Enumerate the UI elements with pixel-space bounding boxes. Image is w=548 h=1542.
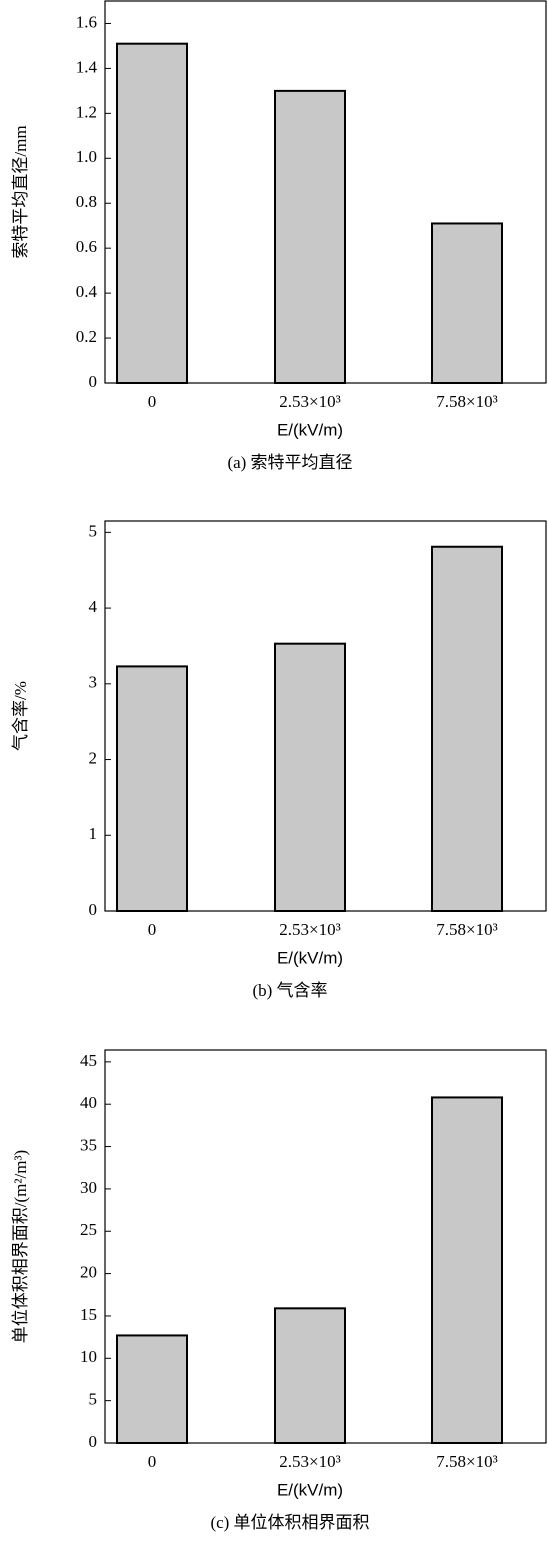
bar xyxy=(431,1096,503,1444)
y-tick-label: 1.4 xyxy=(76,57,98,76)
y-axis-label: 索特平均直径/mm xyxy=(11,125,30,258)
y-tick-label: 1 xyxy=(89,824,98,843)
y-axis-label: 气含率/% xyxy=(11,681,30,751)
y-tick-label: 35 xyxy=(80,1135,97,1154)
y-tick-label: 1.0 xyxy=(76,147,97,166)
y-tick-label: 25 xyxy=(80,1220,97,1239)
x-axis-label: E/(kV/m) xyxy=(277,948,343,967)
x-tick-label: 2.53×10³ xyxy=(279,920,340,939)
y-tick-label: 0.6 xyxy=(76,237,97,256)
caption: (c) 单位体积相界面积 xyxy=(210,1513,369,1532)
x-tick-label: 2.53×10³ xyxy=(279,1452,340,1471)
x-tick-label: 7.58×10³ xyxy=(436,920,497,939)
y-tick-label: 5 xyxy=(89,521,98,540)
y-tick-label: 45 xyxy=(80,1051,97,1070)
y-tick-label: 30 xyxy=(80,1178,97,1197)
bar xyxy=(431,545,503,912)
y-tick-label: 4 xyxy=(89,597,98,616)
y-tick-label: 0 xyxy=(89,372,98,391)
x-tick-label: 0 xyxy=(148,392,157,411)
y-tick-label: 0 xyxy=(89,900,98,919)
y-tick-label: 15 xyxy=(80,1305,97,1324)
bar xyxy=(274,1307,346,1444)
y-tick-label: 0.2 xyxy=(76,327,97,346)
bar xyxy=(274,642,346,912)
bar xyxy=(116,665,188,913)
x-tick-label: 2.53×10³ xyxy=(279,392,340,411)
y-axis-label: 单位体积相界面积/(m²/m³) xyxy=(11,1150,30,1343)
caption: (b) 气含率 xyxy=(252,981,327,1000)
y-tick-label: 2 xyxy=(89,748,98,767)
y-tick-label: 0 xyxy=(89,1432,98,1451)
y-tick-label: 40 xyxy=(80,1093,97,1112)
y-tick-label: 5 xyxy=(89,1390,98,1409)
y-tick-label: 3 xyxy=(89,673,98,692)
x-tick-label: 0 xyxy=(148,1452,157,1471)
x-axis-label: E/(kV/m) xyxy=(277,420,343,439)
y-tick-label: 1.2 xyxy=(76,102,97,121)
x-tick-label: 7.58×10³ xyxy=(436,392,497,411)
y-tick-label: 10 xyxy=(80,1347,97,1366)
y-tick-label: 20 xyxy=(80,1263,97,1282)
bar xyxy=(116,1334,188,1445)
bar xyxy=(274,89,346,384)
x-tick-label: 7.58×10³ xyxy=(436,1452,497,1471)
bar xyxy=(431,222,503,384)
x-tick-label: 0 xyxy=(148,920,157,939)
caption: (a) 索特平均直径 xyxy=(227,453,352,472)
x-axis-label: E/(kV/m) xyxy=(277,1480,343,1499)
y-tick-label: 0.4 xyxy=(76,282,98,301)
y-tick-label: 1.6 xyxy=(76,12,97,31)
bar xyxy=(116,42,188,384)
y-tick-label: 0.8 xyxy=(76,192,97,211)
